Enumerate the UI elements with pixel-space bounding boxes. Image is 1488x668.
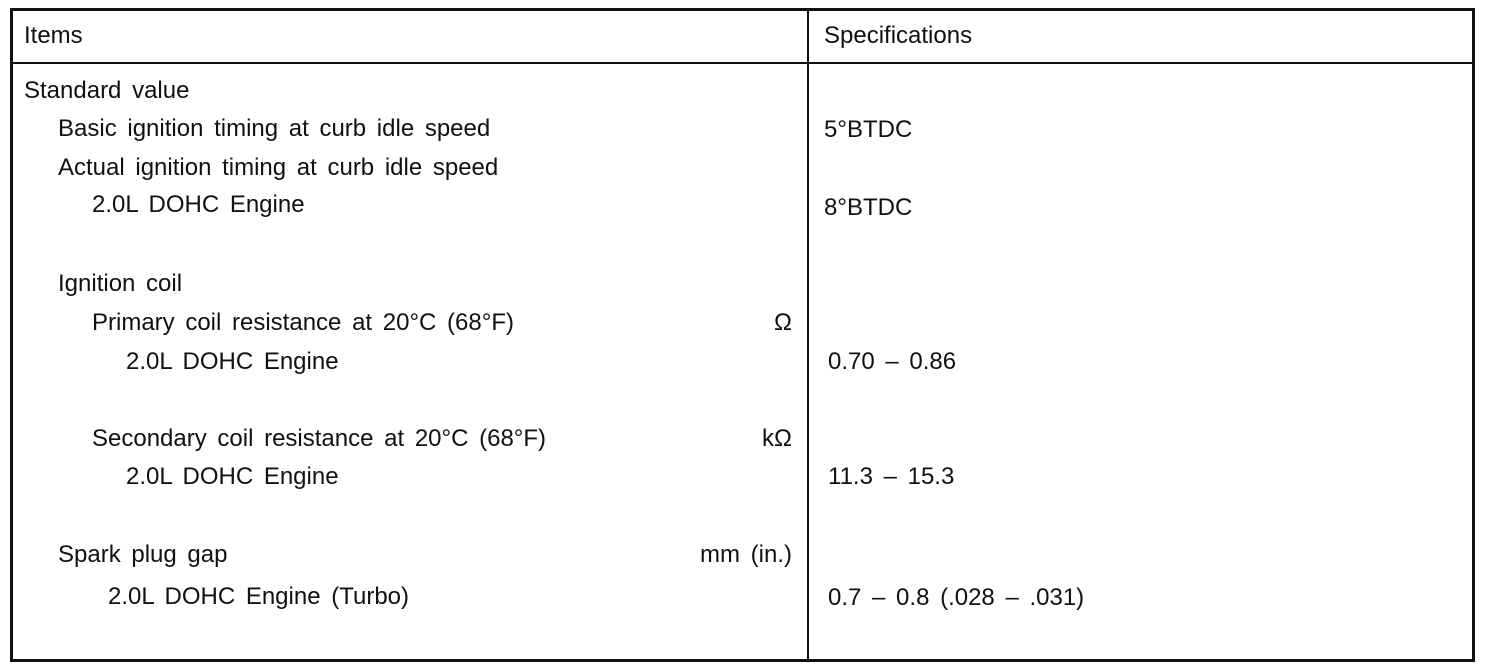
spec-text: 5°BTDC [824,116,913,143]
column-divider [807,8,809,662]
item-text: Standard value [24,77,190,104]
item-text: 2.0L DOHC Engine [126,463,339,490]
table-border [10,8,1475,662]
item-text: Basic ignition timing at curb idle speed [58,115,491,142]
item-text: 2.0L DOHC Engine [92,191,305,218]
spec-text: 11.3 – 15.3 [828,463,955,490]
item-text: Secondary coil resistance at 20°C (68°F) [92,425,547,452]
header-cell: Items [24,22,83,49]
item-text: 2.0L DOHC Engine [126,348,339,375]
item-text: Ignition coil [58,270,183,297]
item-text: Spark plug gap [58,541,228,568]
spec-text: 0.7 – 0.8 (.028 – .031) [828,584,1085,611]
item-text: Actual ignition timing at curb idle spee… [58,154,499,181]
spec-text: 0.70 – 0.86 [828,348,957,375]
header-cell: Specifications [824,22,973,49]
unit-text: kΩ [762,425,792,452]
header-divider [10,62,1475,64]
spec-text: 8°BTDC [824,194,913,221]
unit-text: mm (in.) [700,541,792,568]
item-text: 2.0L DOHC Engine (Turbo) [108,583,410,610]
item-text: Primary coil resistance at 20°C (68°F) [92,309,514,336]
unit-text: Ω [774,309,792,336]
